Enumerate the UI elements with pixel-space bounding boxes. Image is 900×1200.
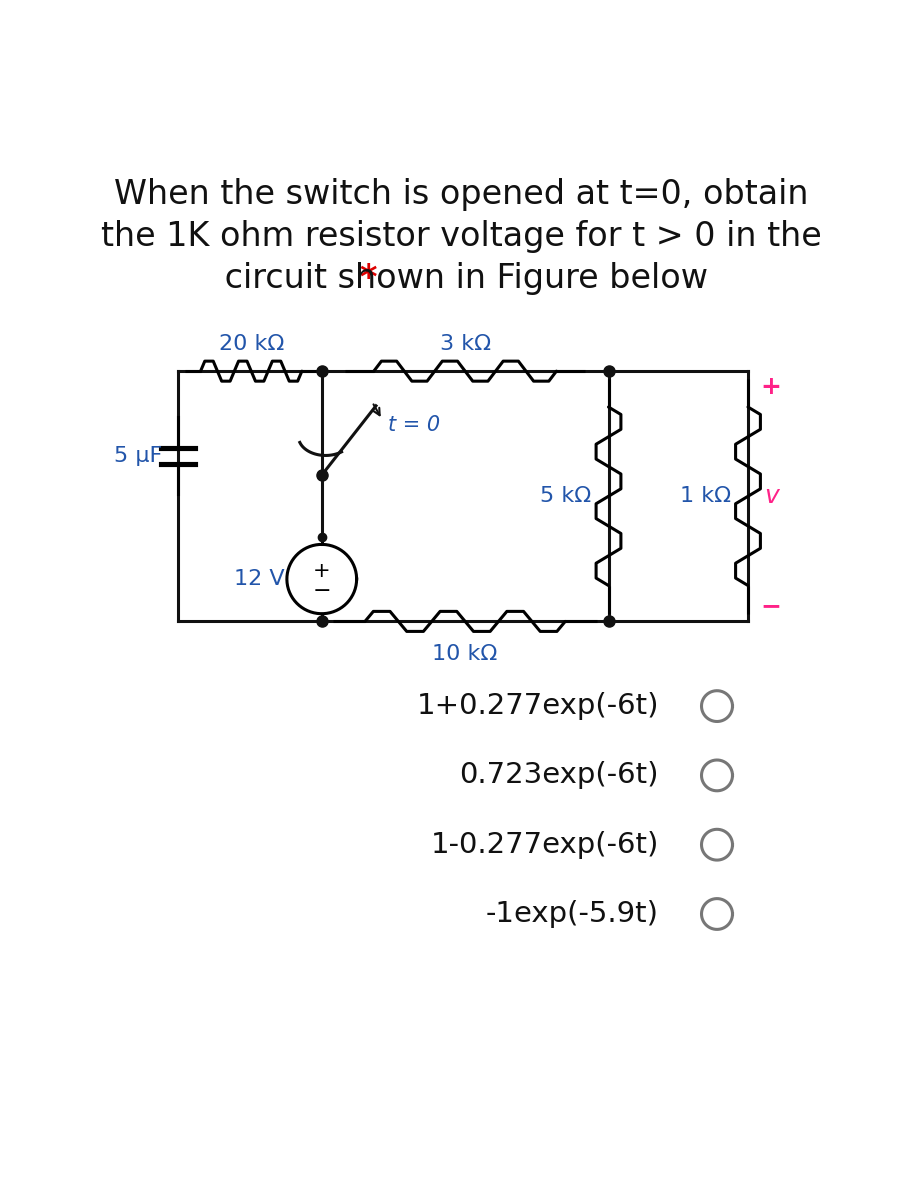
Text: −: − (760, 594, 782, 618)
Text: v: v (764, 485, 778, 509)
Text: 10 kΩ: 10 kΩ (432, 643, 498, 664)
Text: 1-0.277exp(-6t): 1-0.277exp(-6t) (430, 830, 659, 859)
Text: 20 kΩ: 20 kΩ (219, 334, 284, 354)
Text: −: − (312, 581, 331, 601)
Text: t = 0: t = 0 (388, 415, 440, 436)
Text: *: * (359, 263, 377, 295)
Text: +: + (760, 374, 782, 398)
Text: 1+0.277exp(-6t): 1+0.277exp(-6t) (417, 692, 659, 720)
Text: 1 kΩ: 1 kΩ (680, 486, 731, 506)
Text: When the switch is opened at t=0, obtain: When the switch is opened at t=0, obtain (114, 178, 808, 210)
Text: the 1K ohm resistor voltage for t > 0 in the: the 1K ohm resistor voltage for t > 0 in… (101, 220, 822, 253)
Text: 3 kΩ: 3 kΩ (439, 334, 491, 354)
Text: 12 V: 12 V (234, 569, 285, 589)
Text: 5 kΩ: 5 kΩ (540, 486, 591, 506)
Text: circuit shown in Figure below: circuit shown in Figure below (214, 263, 708, 295)
Text: +: + (313, 562, 330, 581)
Text: -1exp(-5.9t): -1exp(-5.9t) (486, 900, 659, 928)
Text: 5 μF: 5 μF (114, 446, 162, 466)
Text: 0.723exp(-6t): 0.723exp(-6t) (459, 761, 659, 790)
